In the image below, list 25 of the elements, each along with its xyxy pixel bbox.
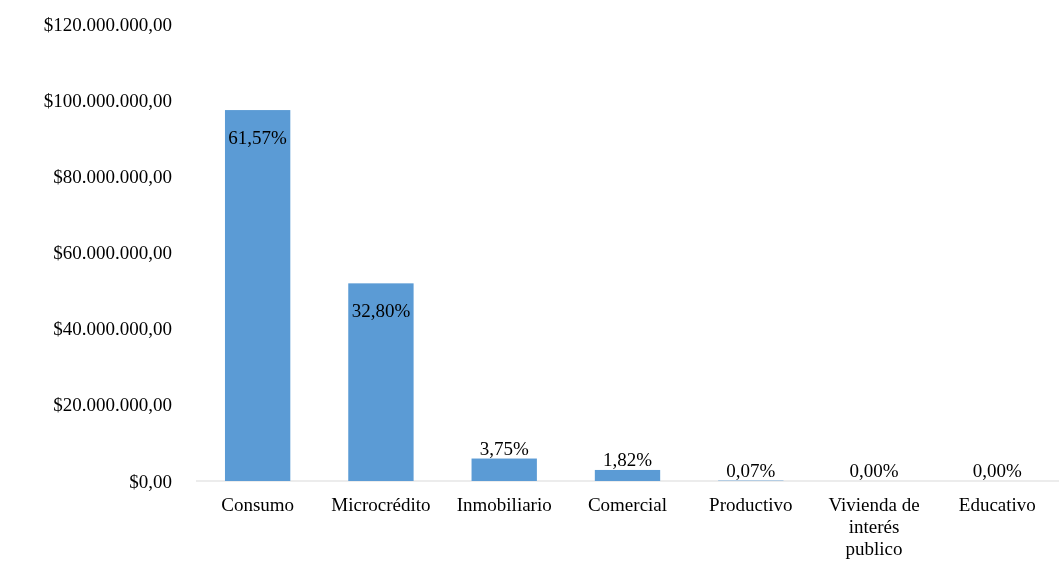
- annotation: 0,00%: [972, 460, 1023, 481]
- annotation: 0,00%: [849, 460, 899, 481]
- x-tick-label: Educativo: [958, 494, 1036, 515]
- y-tick-label: $120.000.000,00: [43, 13, 172, 35]
- x-tick-label: Microcrédito: [331, 494, 431, 515]
- x-tick-label: Productivo: [709, 494, 793, 515]
- y-tick-label: $20.000.000,00: [53, 394, 172, 416]
- annotation: 32,80%: [351, 300, 411, 322]
- y-tick-label: $40.000.000,00: [53, 318, 172, 340]
- x-tick-label: Comercial: [587, 494, 668, 515]
- x-tick-label: Consumo: [221, 494, 295, 515]
- y-tick-label: $60.000.000,00: [53, 242, 172, 264]
- bar: [224, 110, 291, 481]
- annotation: 0,07%: [726, 459, 776, 481]
- x-tick-label: Inmobiliario: [456, 494, 552, 515]
- annotation: 1,82%: [602, 448, 653, 470]
- x-tick-label: Vivienda de interés publico: [828, 494, 920, 559]
- y-tick-label: $80.000.000,00: [53, 165, 172, 187]
- bar: [471, 458, 537, 481]
- annotation: 61,57%: [228, 127, 288, 149]
- y-tick-label: $100.000.000,00: [43, 89, 172, 111]
- annotation: 3,75%: [479, 437, 529, 459]
- bar: [348, 283, 414, 481]
- y-tick-label: $0,00: [129, 470, 172, 492]
- bar: [594, 469, 661, 481]
